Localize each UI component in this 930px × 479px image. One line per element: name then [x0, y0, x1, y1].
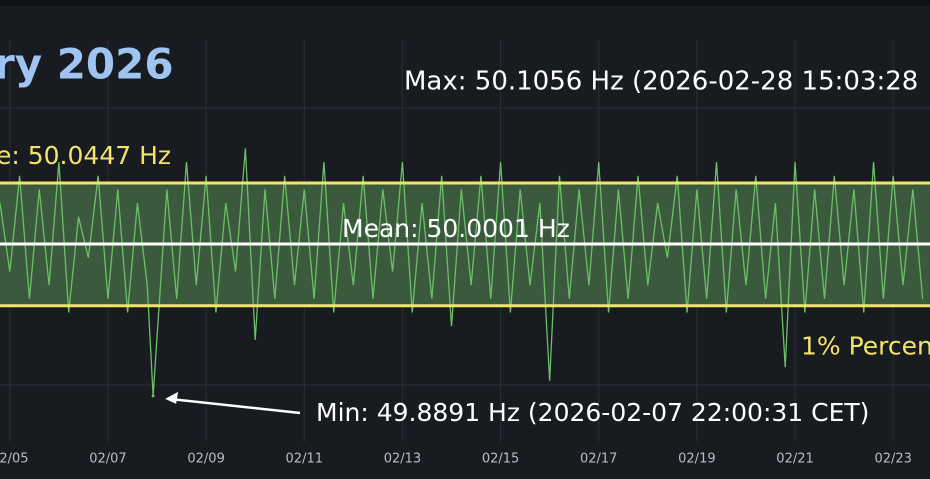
- x-tick-label: 02/23: [874, 452, 911, 467]
- max-annotation: Max: 50.1056 Hz (2026-02-28 15:03:28: [404, 67, 918, 97]
- reference-label: Mean: 50.0001 Hz: [342, 214, 570, 243]
- x-tick-label: 02/07: [89, 452, 126, 467]
- labels: 02/05 02/07 02/09 02/11 02/13 02/15 02/17 02/19…: [0, 141, 930, 466]
- x-tick-label: 02/19: [678, 452, 715, 467]
- x-tick-label: 02/09: [187, 452, 224, 467]
- x-tick-label: 02/21: [776, 452, 813, 467]
- reference-label: e: 50.0447 Hz: [0, 141, 171, 170]
- x-tick-label: 02/13: [384, 452, 421, 467]
- min-point: [151, 394, 155, 398]
- min-arrowhead: [165, 391, 179, 404]
- x-tick-label: 02/05: [0, 452, 29, 467]
- x-tick-label: 02/17: [580, 452, 617, 467]
- reference-label: 1% Percen: [801, 332, 930, 361]
- plot: [0, 148, 930, 396]
- min-arrow: [168, 397, 301, 415]
- chart-title: ry 2026: [0, 40, 174, 89]
- top-strip: [0, 0, 930, 6]
- min-annotation: Min: 49.8891 Hz (2026-02-07 22:00:31 CET…: [316, 398, 869, 427]
- data-line: [0, 148, 924, 396]
- x-tick-label: 02/11: [286, 452, 323, 467]
- x-tick-label: 02/15: [482, 452, 519, 467]
